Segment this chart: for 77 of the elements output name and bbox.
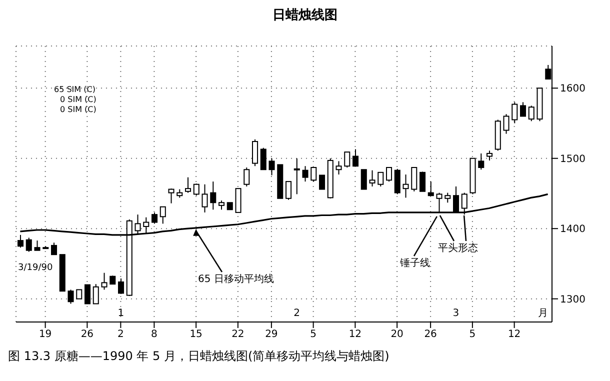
y-tick-label: 1500 [560,154,586,165]
annotation: 65 日移动平均线 [198,274,274,286]
candlestick [185,176,192,194]
y-tick-label: 1400 [560,224,586,236]
candlestick [286,181,292,200]
y-tick-label: 1600 [560,84,586,95]
candlestick [160,206,166,224]
candlestick [302,166,308,182]
candlestick [76,289,82,300]
x-tick-label: 26 [80,329,94,340]
candlestick [193,183,200,196]
x-tick-label: 5 [469,329,476,340]
candlestick [486,150,493,161]
candlestick [402,174,409,198]
annotation: 平头形态 [438,243,478,255]
candlestick [294,158,300,195]
candlestick [386,166,392,182]
candlestick [152,212,158,224]
candlestick [218,200,225,210]
candlestick [394,168,400,195]
candlestick [503,114,510,134]
candlestick [310,166,317,182]
chart-title: 日蜡烛线图 [272,8,338,24]
candlestick [26,237,32,252]
annotation: 0 SIM (C) [60,104,96,116]
annotation: 65 SIM (C) [54,84,96,96]
candlestick [411,166,418,192]
annotation: 3/19/90 [18,262,53,274]
x-tick-label: 5 [310,329,316,340]
candlestick [252,138,258,167]
candlestick [319,174,326,190]
x-tick-label: 12 [508,329,521,340]
x-tick-label: 26 [424,329,437,340]
x-tick-label: 19 [38,329,52,340]
caption: 图 13.3 原糖——1990 年 5 月，日蜡烛线图(简单移动平均线与蜡烛图) [8,348,390,365]
candlestick [51,242,58,256]
candlestick [84,284,91,304]
candlestick [244,166,250,187]
candlestick [512,102,518,124]
candlestick [369,170,376,187]
candlestick [344,152,350,168]
x-tick-label: 12 [348,329,362,340]
candlestick [68,289,74,304]
x-tick-label: 22 [232,329,244,340]
candlestick [520,102,526,117]
candlestick [428,181,434,196]
candlestick [268,158,275,176]
candlestick [210,181,216,210]
candlestick [336,160,342,176]
candlestick [235,188,242,213]
candlestick [360,169,367,190]
annotation: 锤子线 [400,258,430,270]
candlestick [378,172,384,187]
candlestick [101,272,108,290]
candlestick [420,171,426,192]
candlestick [168,188,174,204]
annotation: 1 [118,308,124,320]
annotation: 月 [538,308,548,320]
x-tick-label: 8 [151,329,158,340]
annotation: 2 [294,308,300,320]
candlestick [92,284,99,304]
candlestick [18,234,24,248]
x-tick-label: 20 [390,329,404,340]
annotation: 3 [452,308,460,320]
candlestick [34,240,40,251]
candlestick [118,278,124,294]
x-tick-label: 2 [118,329,124,340]
candlestick [478,152,484,170]
x-tick-label: 15 [190,329,202,340]
candlestick [352,148,359,167]
candlestick [202,184,208,213]
candlestick [260,147,266,170]
y-tick-label: 1300 [560,294,586,306]
candlestick [528,105,534,122]
x-tick-label: 29 [265,329,278,340]
annotation: 0 SIM (C) [60,94,96,106]
candlestick [444,192,451,204]
